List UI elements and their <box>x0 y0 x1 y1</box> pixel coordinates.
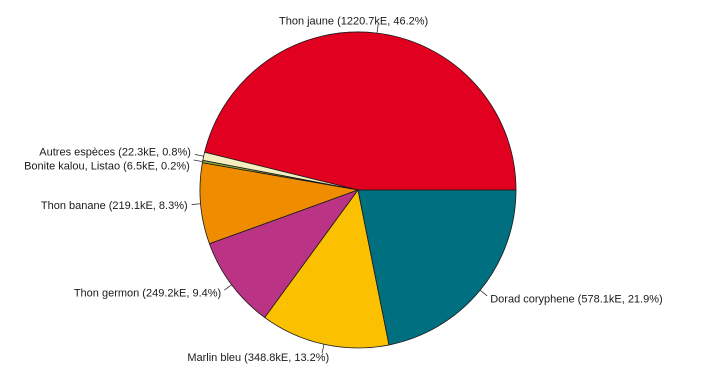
pie-slice-dorad-coryphene <box>357 189 517 346</box>
slice-label-thon-jaune: Thon jaune (1220.7kE, 46.2%) <box>279 15 428 27</box>
leader-line-bonite-kalou-listao <box>193 159 203 162</box>
slice-label-dorad-coryphene: Dorad coryphene (578.1kE, 21.9%) <box>490 293 662 305</box>
slice-labels: Thon jaune (1220.7kE, 46.2%) Autres espèc… <box>24 15 663 364</box>
pie-slice-marlin-bleu <box>264 189 390 349</box>
leader-line-autres-especes <box>194 153 204 157</box>
leader-line-marlin-bleu <box>321 344 325 354</box>
leader-line-thon-germon <box>224 284 232 291</box>
slice-label-thon-banane: Thon banane (219.1kE, 8.3%) <box>41 200 188 212</box>
pie-slices <box>199 31 517 349</box>
leader-line-dorad-coryphene <box>479 289 488 297</box>
leader-line-thon-jaune <box>376 24 379 34</box>
slice-label-marlin-bleu: Marlin bleu (348.8kE, 13.2%) <box>187 352 329 364</box>
slice-label-thon-germon: Thon germon (249.2kE, 9.4%) <box>74 288 221 300</box>
pie-slice-thon-germon <box>208 189 360 319</box>
slice-label-bonite-kalou-listao: Bonite kalou, Listao (6.5kE, 0.2%) <box>24 160 190 172</box>
leader-line-thon-banane <box>191 203 201 205</box>
leader-lines <box>191 24 488 354</box>
slice-label-autres-especes: Autres espèces (22.3kE, 0.8%) <box>39 147 191 159</box>
